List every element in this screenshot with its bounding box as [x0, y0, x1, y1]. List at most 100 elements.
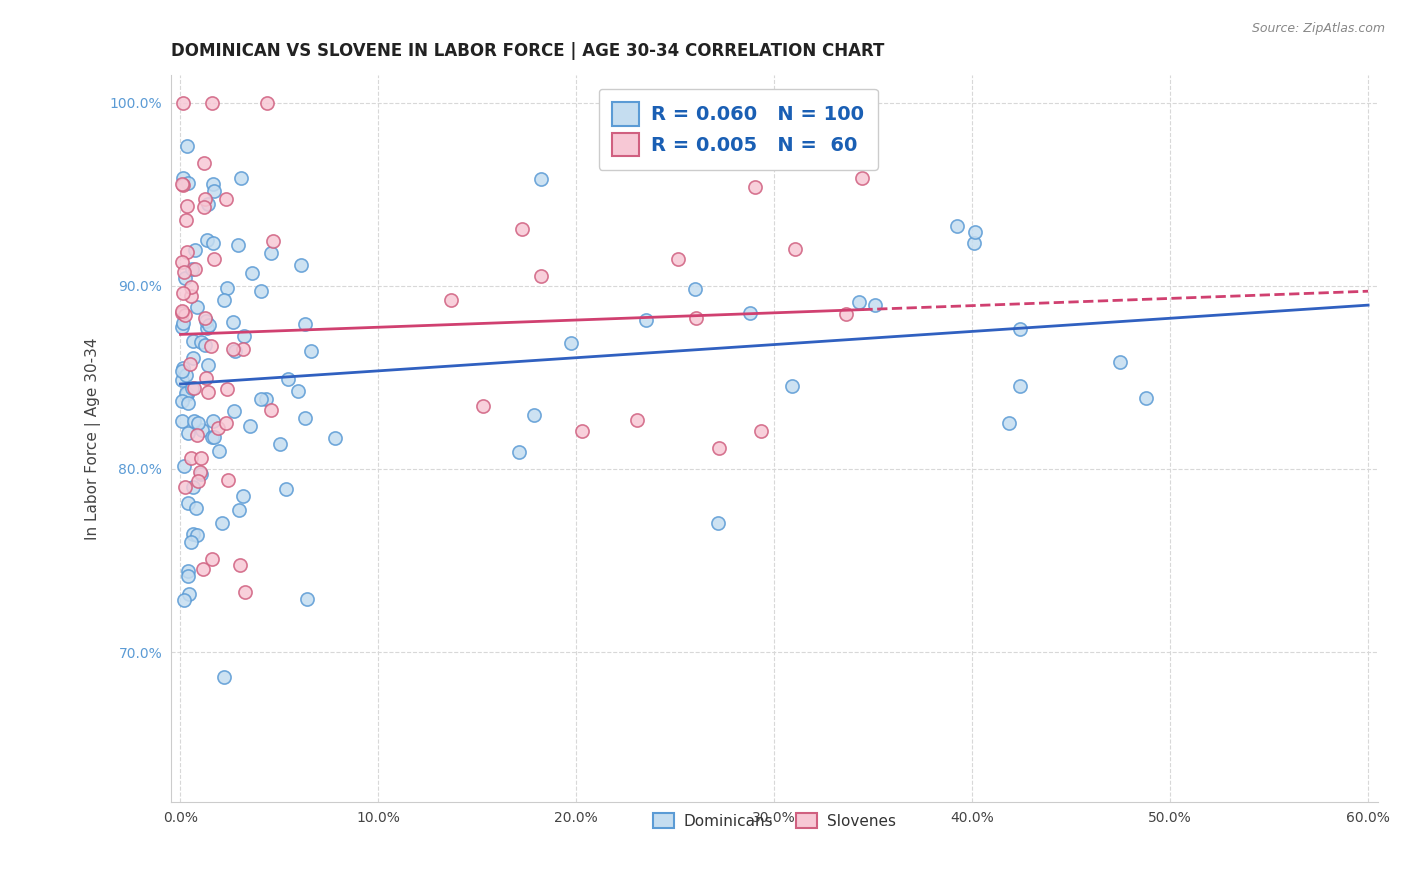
Point	[214, 293, 236, 308]
Point	[1135, 391, 1157, 405]
Point	[187, 474, 209, 488]
Point	[177, 569, 200, 583]
Point	[634, 313, 657, 327]
Point	[202, 414, 225, 428]
Point	[183, 381, 205, 395]
Point	[232, 342, 254, 356]
Point	[707, 441, 730, 455]
Point	[177, 176, 200, 190]
Point	[173, 592, 195, 607]
Point	[215, 192, 238, 206]
Point	[174, 480, 197, 494]
Point	[173, 459, 195, 474]
Point	[197, 197, 219, 211]
Point	[186, 501, 208, 516]
Point	[191, 562, 214, 576]
Point	[193, 156, 215, 170]
Point	[184, 261, 207, 276]
Point	[177, 587, 200, 601]
Point	[222, 343, 245, 357]
Point	[174, 308, 197, 322]
Point	[560, 335, 582, 350]
Point	[707, 516, 730, 531]
Point	[287, 384, 309, 398]
Point	[183, 414, 205, 428]
Point	[440, 293, 463, 307]
Point	[190, 335, 212, 350]
Point	[174, 368, 197, 382]
Point	[294, 410, 316, 425]
Text: Source: ZipAtlas.com: Source: ZipAtlas.com	[1251, 22, 1385, 36]
Point	[508, 444, 530, 458]
Point	[626, 413, 648, 427]
Point	[174, 271, 197, 285]
Point	[262, 235, 284, 249]
Point	[685, 310, 707, 325]
Point	[785, 242, 807, 256]
Point	[963, 225, 986, 239]
Point	[299, 343, 322, 358]
Point	[180, 381, 202, 395]
Point	[738, 306, 761, 320]
Point	[250, 392, 273, 407]
Point	[201, 235, 224, 250]
Point	[195, 233, 218, 247]
Point	[183, 479, 205, 493]
Point	[683, 282, 706, 296]
Point	[172, 171, 194, 186]
Point	[260, 245, 283, 260]
Point	[744, 180, 766, 194]
Point	[240, 266, 263, 280]
Point	[187, 416, 209, 430]
Point	[176, 199, 198, 213]
Point	[215, 416, 238, 430]
Point	[200, 339, 222, 353]
Point	[290, 258, 312, 272]
Point	[208, 443, 231, 458]
Point	[215, 382, 238, 396]
Point	[295, 591, 318, 606]
Point	[194, 192, 217, 206]
Point	[997, 416, 1019, 430]
Point	[194, 371, 217, 385]
Point	[201, 430, 224, 444]
Point	[195, 321, 218, 335]
Point	[269, 436, 291, 450]
Point	[176, 387, 198, 401]
Point	[172, 415, 194, 429]
Point	[780, 378, 803, 392]
Point	[668, 252, 690, 267]
Point	[226, 238, 249, 252]
Point	[172, 177, 194, 191]
Point	[202, 252, 225, 266]
Point	[172, 363, 194, 377]
Point	[195, 314, 218, 328]
Point	[835, 307, 858, 321]
Point	[181, 262, 204, 277]
Point	[235, 585, 257, 599]
Point	[174, 386, 197, 401]
Point	[172, 373, 194, 387]
Point	[946, 219, 969, 233]
Point	[202, 430, 225, 444]
Point	[571, 424, 593, 438]
Point	[183, 243, 205, 257]
Point	[217, 473, 239, 487]
Legend: Dominicans, Slovenes: Dominicans, Slovenes	[647, 806, 901, 835]
Point	[1010, 322, 1032, 336]
Point	[249, 284, 271, 298]
Point	[851, 171, 873, 186]
Point	[229, 171, 252, 186]
Point	[963, 235, 986, 250]
Point	[197, 385, 219, 400]
Point	[172, 304, 194, 318]
Point	[172, 316, 194, 330]
Point	[186, 300, 208, 314]
Point	[211, 516, 233, 531]
Point	[172, 360, 194, 375]
Point	[181, 527, 204, 541]
Point	[194, 311, 217, 326]
Point	[217, 281, 239, 295]
Point	[239, 418, 262, 433]
Point	[1008, 379, 1031, 393]
